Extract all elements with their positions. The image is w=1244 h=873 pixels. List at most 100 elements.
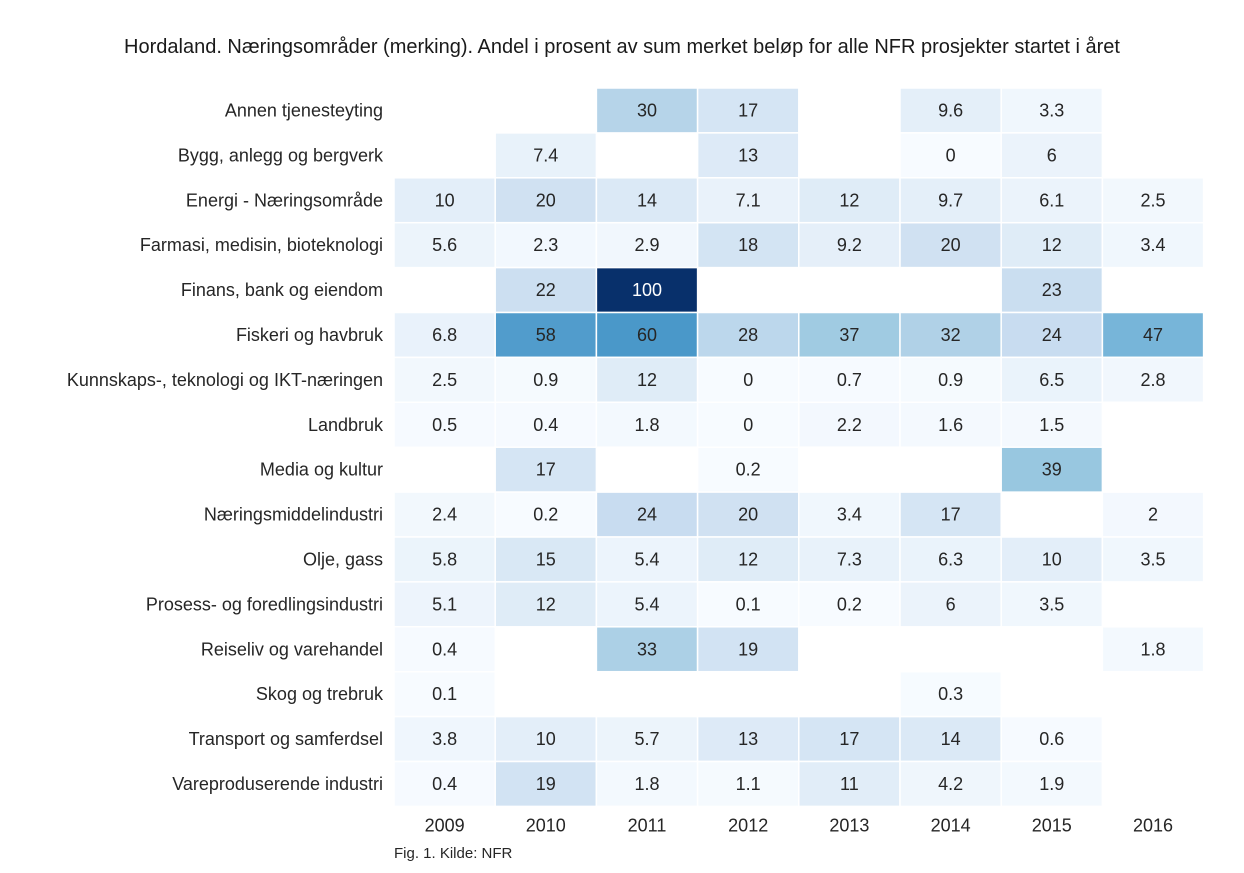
heatmap-cell [1000, 446, 1104, 493]
heatmap-cell [393, 670, 496, 718]
cell-value-label: 5.4 [634, 594, 659, 614]
heatmap-cell [899, 356, 1002, 404]
cell-value-label: 24 [637, 505, 657, 525]
row-label: Media og kultur [260, 460, 383, 480]
row-label: Prosess- og foredlingsindustri [146, 594, 383, 614]
cell-value-label: 12 [536, 594, 556, 614]
heatmap-cell [595, 356, 699, 404]
column-label: 2010 [526, 815, 566, 835]
cell-value-label: 0 [743, 415, 753, 435]
cell-value-label: 2 [1148, 505, 1158, 525]
heatmap-cell [1000, 132, 1104, 179]
cell-value-label: 17 [536, 460, 556, 480]
cell-value-label: 6.5 [1039, 370, 1064, 390]
heatmap-cell [899, 491, 1002, 538]
cell-value-label: 20 [536, 190, 556, 210]
heatmap-cell [798, 581, 901, 628]
cell-value-label: 13 [738, 145, 758, 165]
heatmap-cell [494, 536, 598, 583]
cell-value-label: 4.2 [938, 774, 963, 794]
heatmap-cell [1000, 177, 1104, 224]
cell-value-label: 0.3 [938, 684, 963, 704]
cell-value-label: 23 [1042, 280, 1062, 300]
cell-value-label: 17 [839, 729, 859, 749]
heatmap-cell [696, 760, 800, 808]
heatmap-cell [494, 581, 598, 628]
heatmap-cell [393, 626, 496, 673]
cell-value-label: 37 [839, 325, 859, 345]
cell-value-label: 0 [743, 370, 753, 390]
heatmap-cell [899, 132, 1002, 179]
heatmap-cell [393, 356, 496, 404]
heatmap-cell [1101, 356, 1205, 404]
heatmap-cell [1000, 760, 1104, 808]
heatmap-cell [696, 581, 800, 628]
cell-value-label: 0.4 [533, 415, 558, 435]
column-label: 2009 [425, 815, 465, 835]
cell-value-label: 0.4 [432, 774, 457, 794]
heatmap-cell [798, 311, 901, 359]
column-label: 2015 [1032, 815, 1072, 835]
cell-value-label: 7.3 [837, 549, 862, 569]
heatmap-cell [595, 401, 699, 448]
cell-value-label: 9.7 [938, 190, 963, 210]
heatmap-cell [595, 626, 699, 673]
cell-value-label: 30 [637, 100, 657, 120]
cell-value-label: 0.1 [736, 594, 761, 614]
cell-value-label: 3.5 [1039, 594, 1064, 614]
heatmap-cell [494, 221, 598, 269]
cell-value-label: 0 [946, 145, 956, 165]
cell-value-label: 6 [1047, 145, 1057, 165]
cell-value-label: 0.9 [533, 370, 558, 390]
heatmap-cell [798, 760, 901, 808]
heatmap-cell [1101, 626, 1205, 673]
cell-value-label: 1.8 [1140, 639, 1165, 659]
heatmap-cell [696, 626, 800, 673]
heatmap-cell [1000, 581, 1104, 628]
cell-value-label: 18 [738, 235, 758, 255]
cell-value-label: 1.1 [736, 774, 761, 794]
row-label: Reiseliv og varehandel [201, 639, 383, 659]
cell-value-label: 0.2 [736, 460, 761, 480]
heatmap-cell [1000, 356, 1104, 404]
cell-value-label: 0.4 [432, 639, 457, 659]
cell-value-label: 19 [536, 774, 556, 794]
heatmap-cell [393, 311, 496, 359]
cell-value-label: 3.4 [1140, 235, 1165, 255]
cell-value-label: 2.5 [1140, 190, 1165, 210]
figure-caption: Fig. 1. Kilde: NFR [394, 845, 513, 862]
cell-value-label: 1.8 [634, 774, 659, 794]
heatmap-cell [1000, 266, 1104, 314]
row-label: Bygg, anlegg og bergverk [178, 145, 384, 165]
heatmap-cell [393, 581, 496, 628]
cell-value-label: 12 [839, 190, 859, 210]
cell-value-label: 33 [637, 639, 657, 659]
heatmap-cell [1101, 177, 1205, 224]
cell-value-label: 14 [637, 190, 657, 210]
cell-value-label: 0.7 [837, 370, 862, 390]
cell-value-label: 0.9 [938, 370, 963, 390]
cell-value-label: 6.3 [938, 549, 963, 569]
heatmap-cell [798, 177, 901, 224]
chart-title: Hordaland. Næringsområder (merking). And… [124, 36, 1120, 58]
column-label: 2013 [829, 815, 869, 835]
cell-value-label: 2.5 [432, 370, 457, 390]
heatmap-cell [798, 401, 901, 448]
row-label: Olje, gass [303, 549, 383, 569]
cell-value-label: 60 [637, 325, 657, 345]
heatmap-cell [899, 311, 1002, 359]
cell-value-label: 12 [637, 370, 657, 390]
heatmap-cell [595, 491, 699, 538]
cell-value-label: 2.8 [1140, 370, 1165, 390]
heatmap-cell [899, 177, 1002, 224]
heatmap-cell [1000, 715, 1104, 763]
row-label: Næringsmiddelindustri [204, 505, 383, 525]
cell-value-label: 100 [632, 280, 662, 300]
cell-value-label: 39 [1042, 460, 1062, 480]
cell-value-label: 17 [941, 505, 961, 525]
heatmap-cell [494, 356, 598, 404]
column-label: 2011 [628, 815, 667, 835]
column-label: 2016 [1133, 815, 1173, 835]
heatmap-cell [1000, 87, 1104, 134]
heatmap-cell [1000, 311, 1104, 359]
